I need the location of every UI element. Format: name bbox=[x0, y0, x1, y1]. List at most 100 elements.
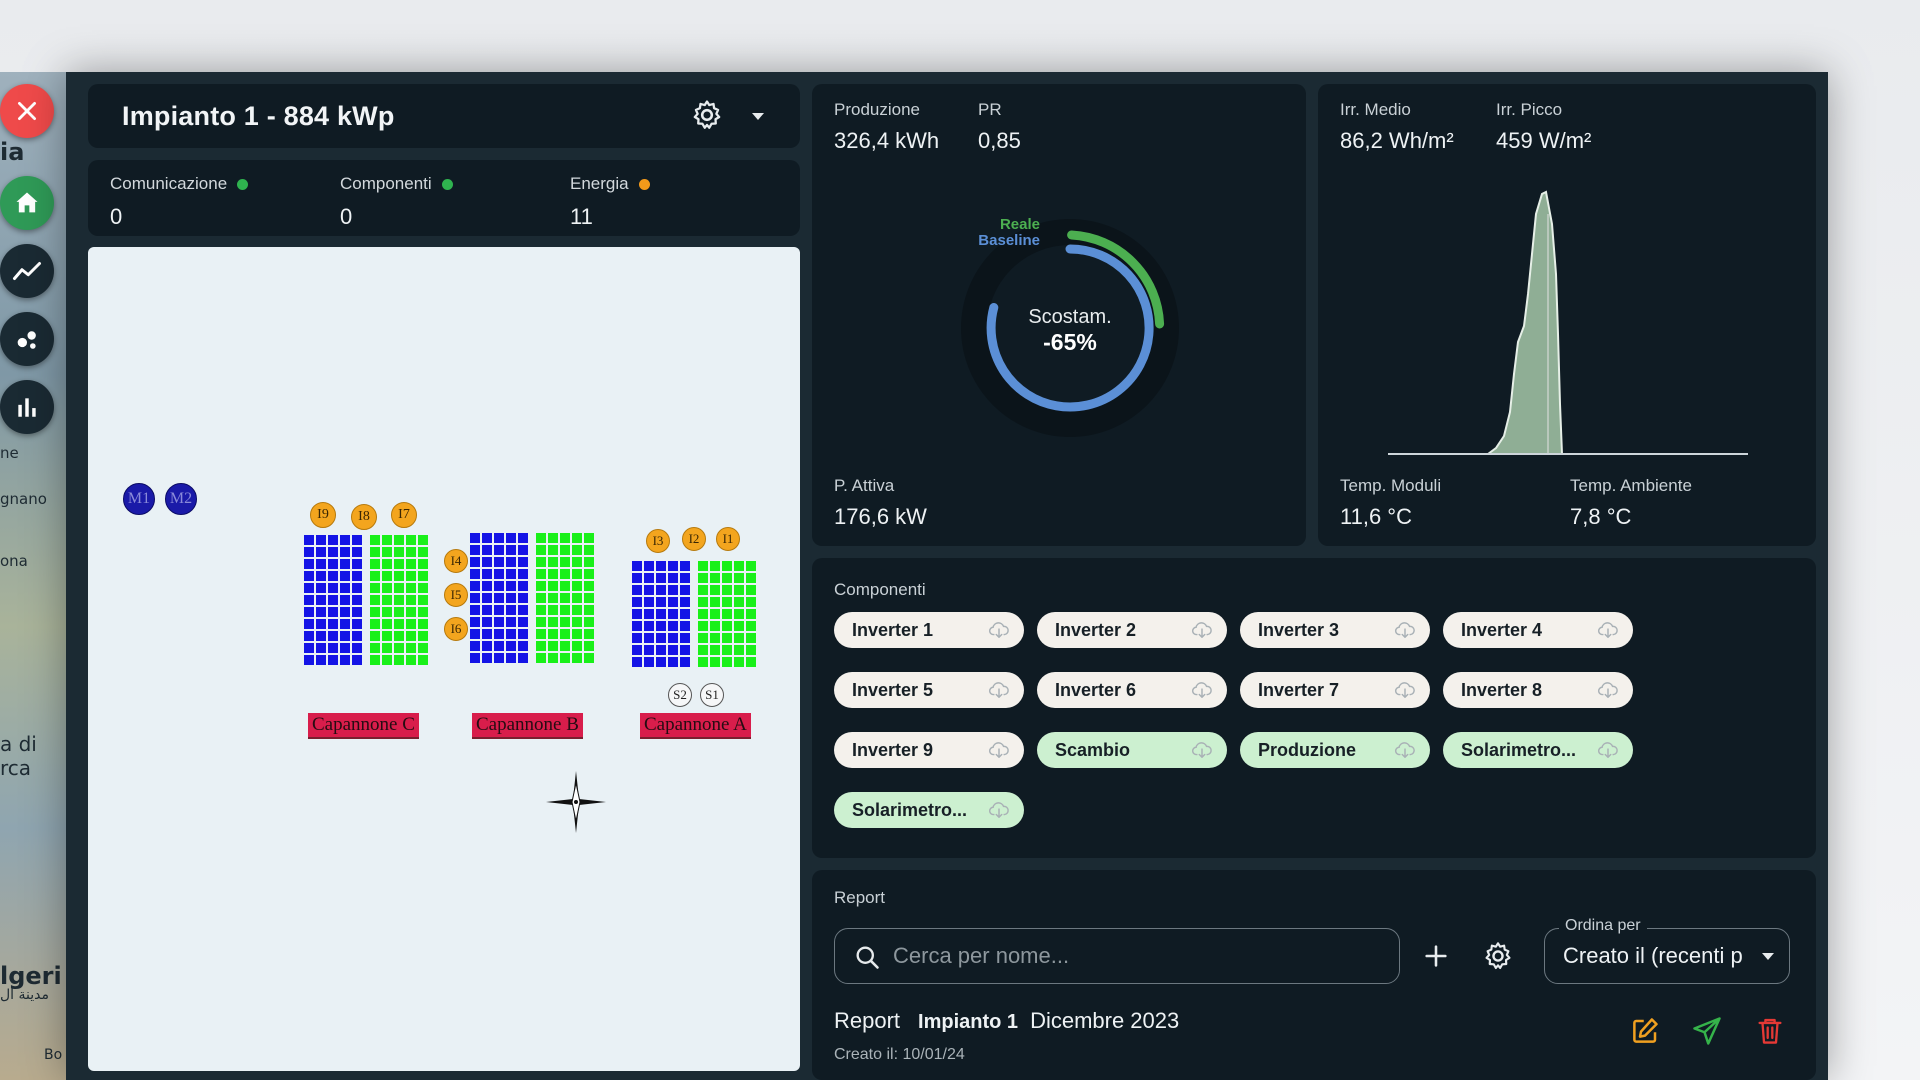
page-title: Impianto 1 - 884 kWp bbox=[122, 100, 395, 131]
gauge-legend-baseline: Baseline bbox=[978, 232, 1040, 249]
report-period: Dicembre 2023 bbox=[1030, 1008, 1180, 1033]
shed-label-a[interactable]: Capannone A bbox=[640, 713, 751, 739]
component-chip-label: Solarimetro... bbox=[852, 799, 968, 820]
cloud-download-icon[interactable] bbox=[988, 620, 1010, 640]
cloud-download-icon[interactable] bbox=[1191, 620, 1213, 640]
gauge-center-value: -65% bbox=[1043, 329, 1097, 355]
cloud-download-icon[interactable] bbox=[1394, 620, 1416, 640]
cloud-download-icon[interactable] bbox=[988, 680, 1010, 700]
settings-button[interactable] bbox=[690, 98, 724, 137]
delete-report-button[interactable] bbox=[1756, 1016, 1784, 1051]
order-by-select[interactable]: Ordina per Creato il (recenti p bbox=[1544, 917, 1790, 984]
home-button[interactable] bbox=[0, 176, 54, 230]
component-chip[interactable]: Inverter 9 bbox=[834, 732, 1024, 768]
panel-array-green bbox=[698, 561, 756, 667]
inverter-badge-i2[interactable]: I2 bbox=[682, 527, 706, 551]
nodes-button[interactable] bbox=[0, 312, 54, 366]
trend-button[interactable] bbox=[0, 244, 54, 298]
component-chip[interactable]: Inverter 2 bbox=[1037, 612, 1227, 648]
edit-icon bbox=[1633, 1018, 1658, 1043]
p-attiva-value: 176,6 kW bbox=[834, 504, 927, 529]
status-dot-green bbox=[441, 178, 453, 190]
component-chip[interactable]: Inverter 3 bbox=[1240, 612, 1430, 648]
send-report-button[interactable] bbox=[1692, 1016, 1722, 1051]
close-button[interactable] bbox=[0, 84, 54, 138]
sensor-badge-s1[interactable]: S1 bbox=[700, 683, 724, 707]
cloud-download-icon[interactable] bbox=[1597, 680, 1619, 700]
component-chip-label: Inverter 7 bbox=[1258, 679, 1340, 700]
cloud-download-icon[interactable] bbox=[1394, 740, 1416, 760]
caret-down-icon bbox=[752, 113, 764, 120]
report-plant: Impianto 1 bbox=[918, 1011, 1019, 1033]
component-chip[interactable]: Inverter 6 bbox=[1037, 672, 1227, 708]
inverter-badge-i6[interactable]: I6 bbox=[444, 617, 468, 641]
component-chip[interactable]: Inverter 1 bbox=[834, 612, 1024, 648]
cloud-download-icon[interactable] bbox=[988, 800, 1010, 820]
inverter-badge-i5[interactable]: I5 bbox=[444, 583, 468, 607]
stat-label: Energia bbox=[570, 174, 629, 193]
plant-header: Impianto 1 - 884 kWp bbox=[88, 84, 800, 148]
cloud-download-icon[interactable] bbox=[1394, 680, 1416, 700]
search-placeholder: Cerca per nome... bbox=[893, 943, 1070, 968]
shed-label-c[interactable]: Capannone C bbox=[308, 713, 419, 739]
map-label: rca bbox=[0, 756, 32, 780]
stat-energia: Energia 11 bbox=[570, 174, 650, 230]
map-label: gnano bbox=[0, 490, 47, 508]
irradiance-curve bbox=[1388, 190, 1748, 455]
component-chip[interactable]: Inverter 7 bbox=[1240, 672, 1430, 708]
temp-moduli-label: Temp. Moduli bbox=[1340, 476, 1442, 495]
temp-moduli-value: 11,6 °C bbox=[1340, 504, 1412, 529]
component-chip[interactable]: Solarimetro... bbox=[834, 792, 1024, 828]
gauge-arc-baseline bbox=[986, 244, 1154, 412]
component-chip[interactable]: Inverter 5 bbox=[834, 672, 1024, 708]
report-settings-button[interactable] bbox=[1482, 940, 1514, 977]
shed-label-b[interactable]: Capannone B bbox=[472, 713, 583, 739]
gear-icon bbox=[693, 100, 721, 129]
nodes-icon bbox=[17, 331, 36, 349]
pr-value: 0,85 bbox=[978, 128, 1021, 153]
component-chip[interactable]: Inverter 4 bbox=[1443, 612, 1633, 648]
plant-dropdown-button[interactable] bbox=[750, 109, 766, 127]
component-chip-label: Inverter 5 bbox=[852, 679, 934, 700]
component-chip[interactable]: Solarimetro... bbox=[1443, 732, 1633, 768]
component-chip[interactable]: Inverter 8 bbox=[1443, 672, 1633, 708]
order-by-value: Creato il (recenti p bbox=[1563, 943, 1743, 968]
irr-medio-value: 86,2 Wh/m² bbox=[1340, 128, 1454, 153]
add-report-button[interactable] bbox=[1422, 942, 1450, 975]
inverter-badge-i1[interactable]: I1 bbox=[716, 527, 740, 551]
map-label: ne bbox=[0, 444, 19, 462]
cloud-download-icon[interactable] bbox=[1597, 740, 1619, 760]
inverter-badge-i4[interactable]: I4 bbox=[444, 549, 468, 573]
close-icon bbox=[18, 102, 36, 120]
inverter-badge-i7[interactable]: I7 bbox=[391, 502, 417, 528]
bar-chart-button[interactable] bbox=[0, 380, 54, 434]
irr-picco-label: Irr. Picco bbox=[1496, 100, 1563, 119]
irr-medio-label: Irr. Medio bbox=[1340, 100, 1411, 119]
search-input[interactable]: Cerca per nome... bbox=[834, 928, 1400, 984]
cloud-download-icon[interactable] bbox=[1191, 740, 1213, 760]
temp-ambiente-value: 7,8 °C bbox=[1570, 504, 1632, 529]
meter-badge-m1[interactable]: M1 bbox=[123, 483, 155, 515]
component-chip[interactable]: Produzione bbox=[1240, 732, 1430, 768]
produzione-label: Produzione bbox=[834, 100, 921, 119]
trend-line-icon bbox=[13, 262, 41, 280]
report-row[interactable]: Report Impianto 1 Dicembre 2023 bbox=[834, 1008, 1179, 1034]
component-chip[interactable]: Scambio bbox=[1037, 732, 1227, 768]
report-created-date: Creato il: 10/01/24 bbox=[834, 1046, 965, 1063]
inverter-badge-i3[interactable]: I3 bbox=[646, 529, 670, 553]
meter-badge-m2[interactable]: M2 bbox=[165, 483, 197, 515]
report-type: Report bbox=[834, 1008, 901, 1033]
gauge-arc-reale bbox=[1067, 230, 1165, 329]
edit-report-button[interactable] bbox=[1630, 1016, 1660, 1051]
inverter-badge-i8[interactable]: I8 bbox=[351, 504, 377, 530]
cloud-download-icon[interactable] bbox=[988, 740, 1010, 760]
map-label: Bo bbox=[44, 1047, 63, 1063]
temp-ambiente-label: Temp. Ambiente bbox=[1570, 476, 1692, 495]
inverter-badge-i9[interactable]: I9 bbox=[310, 502, 336, 528]
sensor-badge-s2[interactable]: S2 bbox=[668, 683, 692, 707]
caret-down-icon bbox=[1762, 953, 1774, 960]
production-panel: Produzione 326,4 kWh PR 0,85 Reale Basel… bbox=[812, 84, 1306, 546]
component-chip-label: Inverter 6 bbox=[1055, 679, 1137, 700]
cloud-download-icon[interactable] bbox=[1191, 680, 1213, 700]
cloud-download-icon[interactable] bbox=[1597, 620, 1619, 640]
